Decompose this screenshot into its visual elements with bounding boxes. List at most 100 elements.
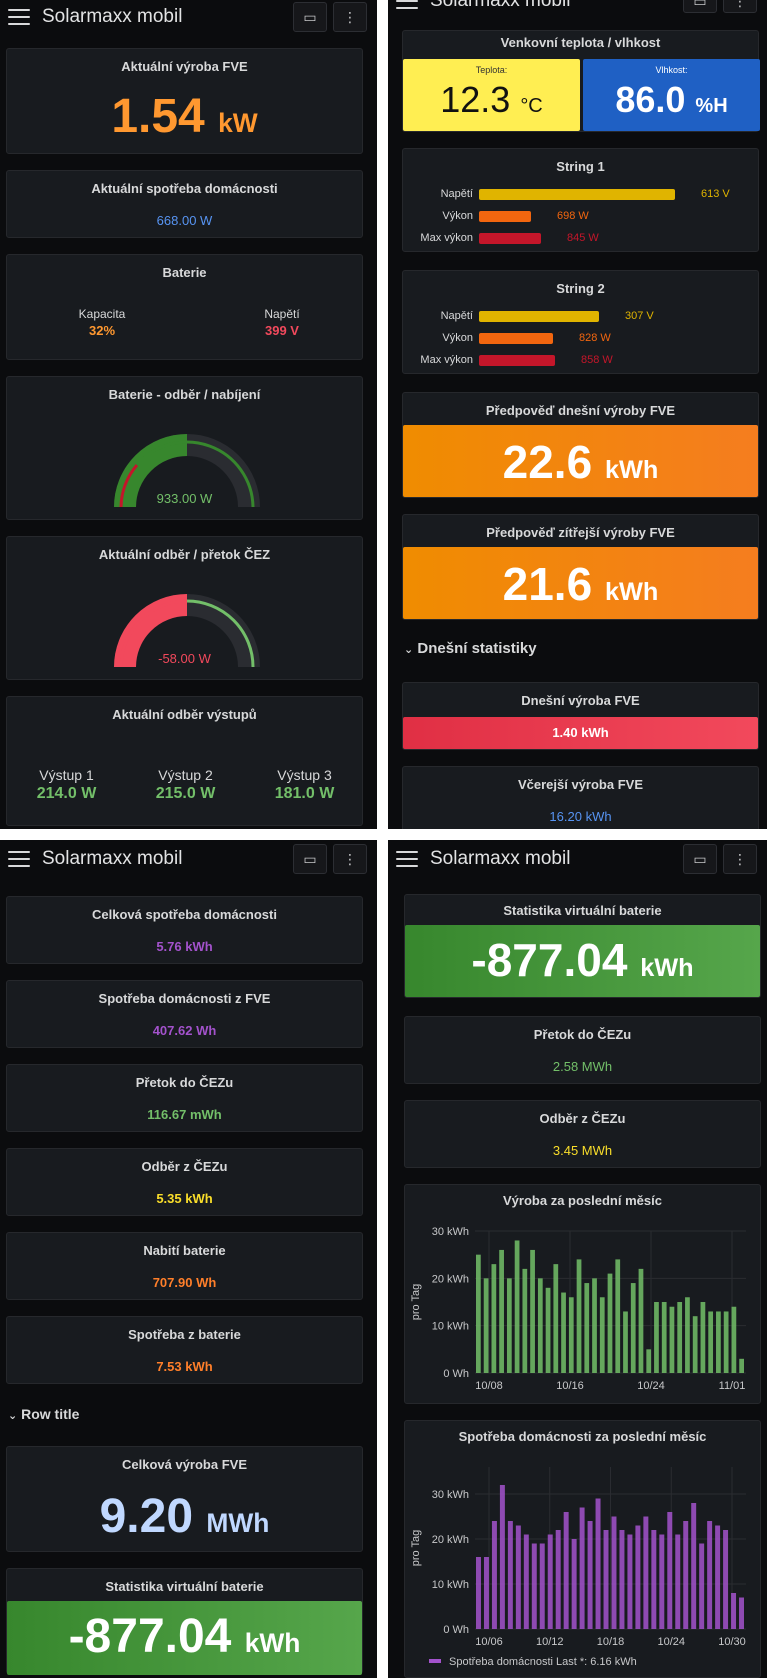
bar[interactable] (638, 1268, 644, 1373)
menu-icon[interactable] (396, 0, 418, 9)
bar[interactable] (667, 1512, 673, 1629)
bar[interactable] (643, 1516, 649, 1630)
bar[interactable] (576, 1259, 582, 1373)
bar[interactable] (700, 1302, 706, 1373)
tv-mode-icon[interactable]: ▭ (293, 2, 327, 32)
bar[interactable] (547, 1534, 553, 1630)
bar[interactable] (599, 1297, 605, 1373)
bar[interactable] (537, 1278, 543, 1373)
bar[interactable] (523, 1534, 529, 1630)
bar[interactable] (685, 1297, 690, 1373)
value-number: 1.54 (111, 90, 205, 143)
bar[interactable] (491, 1521, 497, 1629)
bar[interactable] (506, 1278, 512, 1373)
bar[interactable] (691, 1503, 697, 1629)
bar[interactable] (611, 1516, 617, 1630)
bar[interactable] (675, 1534, 681, 1630)
bar[interactable] (683, 1521, 689, 1629)
bar[interactable] (499, 1249, 504, 1373)
more-icon[interactable]: ⋮ (723, 0, 757, 13)
bar[interactable] (677, 1302, 683, 1373)
bar[interactable] (723, 1311, 729, 1373)
more-icon[interactable]: ⋮ (723, 844, 757, 874)
bar[interactable] (563, 1512, 569, 1629)
bar[interactable] (619, 1530, 625, 1629)
bar[interactable] (514, 1240, 520, 1373)
bar[interactable] (539, 1543, 545, 1630)
bar[interactable] (661, 1302, 667, 1373)
vystup-2-label: Výstup 2 (158, 767, 213, 783)
bar[interactable] (592, 1278, 597, 1373)
bar[interactable] (476, 1557, 481, 1629)
bar[interactable] (545, 1287, 551, 1373)
bar[interactable] (507, 1521, 513, 1629)
tv-mode-icon[interactable]: ▭ (683, 0, 717, 13)
bar-label: Výkon (442, 332, 473, 344)
bar[interactable] (630, 1283, 636, 1373)
bar[interactable] (561, 1292, 566, 1373)
bar[interactable] (651, 1530, 657, 1629)
bar[interactable] (607, 1273, 613, 1373)
tv-mode-icon[interactable]: ▭ (293, 844, 327, 874)
bar[interactable] (635, 1525, 641, 1630)
bar[interactable] (571, 1539, 577, 1629)
bar[interactable] (522, 1268, 528, 1373)
bar[interactable] (707, 1521, 713, 1629)
row-label: Row title (21, 1406, 80, 1422)
more-icon[interactable]: ⋮ (333, 844, 367, 874)
panel-title: String 1 (556, 159, 605, 174)
bar[interactable] (553, 1264, 559, 1373)
app-header: Solarmaxx mobil ▭ ⋮ (388, 0, 767, 13)
bar[interactable] (531, 1543, 537, 1630)
stat-panel: Přetok do ČEZu 116.67 mWh (6, 1064, 363, 1132)
bar[interactable] (587, 1521, 593, 1629)
bar[interactable] (483, 1557, 489, 1629)
bar[interactable] (669, 1306, 675, 1373)
bar[interactable] (555, 1530, 561, 1629)
bar[interactable] (646, 1349, 652, 1373)
row-dnesni-statistiky[interactable]: ⌄ Dnešní statistiky (404, 640, 537, 657)
bar[interactable] (476, 1254, 481, 1373)
more-icon[interactable]: ⋮ (333, 2, 367, 32)
stat-panel: Celková spotřeba domácnosti 5.76 kWh (6, 896, 363, 964)
bar[interactable] (739, 1597, 744, 1630)
bar[interactable] (584, 1283, 590, 1373)
bar[interactable] (654, 1302, 659, 1373)
bar[interactable] (659, 1534, 665, 1630)
bar[interactable] (530, 1249, 535, 1373)
bar[interactable] (491, 1264, 497, 1373)
vystup-3-value: 181.0 W (274, 785, 335, 802)
menu-icon[interactable] (8, 851, 30, 867)
panel-string-2: String 2 Napětí 307 V Výkon 828 W Max výkon 8… (402, 270, 759, 374)
bar[interactable] (699, 1543, 705, 1630)
bar[interactable] (708, 1311, 714, 1373)
menu-icon[interactable] (8, 9, 30, 25)
bar[interactable] (515, 1525, 521, 1630)
bar[interactable] (739, 1358, 744, 1373)
bar[interactable] (499, 1485, 505, 1629)
bar[interactable] (483, 1278, 489, 1373)
bar[interactable] (715, 1525, 721, 1630)
legend-label[interactable]: Spotřeba domácnosti Last *: 6.16 kWh (449, 1656, 637, 1668)
bar[interactable] (568, 1297, 574, 1373)
bar[interactable] (723, 1530, 729, 1629)
napeti-value: 399 V (265, 323, 299, 338)
bar[interactable] (692, 1316, 698, 1373)
bar[interactable] (615, 1259, 621, 1373)
tv-mode-icon[interactable]: ▭ (683, 844, 717, 874)
bar[interactable] (623, 1311, 628, 1373)
bar[interactable] (731, 1306, 737, 1373)
bar[interactable] (595, 1498, 601, 1630)
bar[interactable] (627, 1534, 633, 1630)
teplota-value: 12.3 °C (403, 79, 580, 121)
bar[interactable] (579, 1507, 585, 1630)
bar[interactable] (731, 1593, 737, 1629)
row-row-title[interactable]: ⌄ Row title (8, 1406, 79, 1422)
bar-label: Max výkon (420, 232, 473, 244)
bar[interactable] (716, 1311, 721, 1373)
bar[interactable] (603, 1530, 609, 1629)
menu-icon[interactable] (396, 851, 418, 867)
value-number: -877.04 (68, 1610, 232, 1663)
panel-title: Aktuální odběr / přetok ČEZ (98, 547, 271, 562)
app-header: Solarmaxx mobil ▭ ⋮ (0, 0, 377, 34)
